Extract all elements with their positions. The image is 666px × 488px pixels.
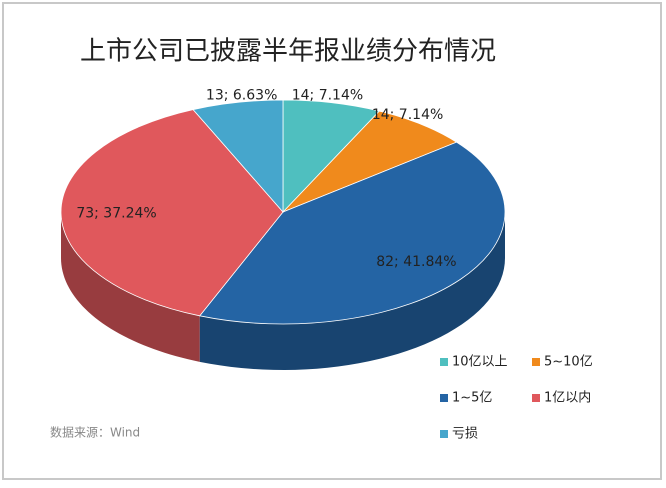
slice <box>282 110 458 213</box>
chart-title: 上市公司已披露半年报业绩分布情况 <box>80 37 496 67</box>
data-label: 13; 6.63% <box>206 87 277 103</box>
slice <box>198 141 506 325</box>
legend-label: 5~10亿 <box>544 355 593 370</box>
legend-swatch <box>440 394 448 402</box>
slice-side <box>199 212 505 370</box>
slice <box>282 99 381 213</box>
data-label: 14; 7.14% <box>292 88 363 104</box>
data-label: 73; 37.24% <box>76 205 156 221</box>
legend-swatch <box>532 394 540 402</box>
legend-swatch <box>440 430 448 438</box>
slice <box>60 109 284 317</box>
data-label: 82; 41.84% <box>376 254 456 270</box>
legend-label: 亏损 <box>452 427 478 442</box>
legend-label: 1亿以内 <box>544 390 591 406</box>
legend-label: 1~5亿 <box>452 391 492 406</box>
source: 数据来源：Wind <box>50 425 140 440</box>
legend-swatch <box>532 358 540 366</box>
legend-swatch <box>440 358 448 366</box>
data-label: 14; 7.14% <box>372 107 443 123</box>
legend-label: 10亿以上 <box>452 355 508 370</box>
slice <box>192 99 284 214</box>
slice-side <box>61 212 200 362</box>
